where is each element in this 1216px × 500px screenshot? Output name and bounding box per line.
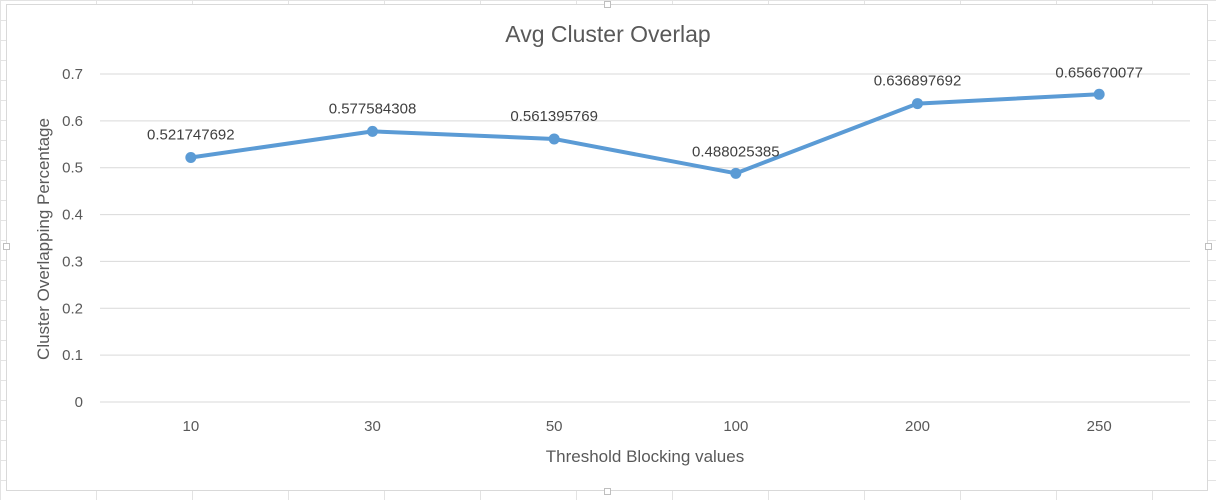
x-axis-title: Threshold Blocking values [546, 447, 744, 466]
data-point-marker [367, 125, 378, 137]
x-tick-label: 100 [723, 418, 748, 435]
gridlines [100, 73, 1190, 403]
x-tick-label: 30 [364, 418, 381, 435]
series-line [188, 92, 1102, 176]
y-tick-label: 0.6 [62, 113, 83, 130]
y-tick-label: 0.1 [62, 347, 83, 364]
data-point-marker [1093, 88, 1105, 100]
resize-handle-top[interactable] [604, 1, 611, 8]
data-point-marker [912, 98, 923, 110]
y-tick-label: 0.7 [62, 66, 83, 83]
resize-handle-right[interactable] [1205, 243, 1212, 250]
y-tick-label: 0.3 [62, 253, 83, 270]
data-point-marker [185, 152, 197, 164]
y-tick-label: 0 [75, 394, 83, 411]
data-point-marker [548, 133, 560, 145]
data-point-marker [730, 167, 742, 179]
data-label: 0.656670077 [1055, 64, 1143, 81]
data-label: 0.488025385 [692, 143, 780, 160]
y-tick-label: 0.5 [62, 160, 83, 177]
x-tick-label: 250 [1087, 418, 1112, 435]
data-labels: 0.521747692 0.577584308 0.561395769 0.48802… [147, 64, 1143, 160]
chart-title: Avg Cluster Overlap [505, 21, 710, 47]
y-tick-label: 0.2 [62, 300, 83, 317]
x-tick-label: 50 [546, 418, 563, 435]
resize-handle-bottom[interactable] [604, 488, 611, 495]
x-tick-label: 10 [182, 418, 199, 435]
y-axis-title: Cluster Overlapping Percentage [34, 118, 53, 360]
data-label: 0.521747692 [147, 127, 235, 144]
data-label: 0.577584308 [329, 100, 417, 117]
y-tick-label: 0.4 [62, 207, 83, 224]
series-layer [185, 88, 1105, 179]
chart-object[interactable] [6, 4, 1208, 491]
resize-handle-left[interactable] [3, 243, 10, 250]
data-label: 0.561395769 [510, 108, 598, 125]
x-axis-ticks: 10 30 50 100 200 250 [182, 418, 1111, 435]
data-label: 0.636897692 [874, 73, 962, 90]
y-axis-ticks: 0 0.1 0.2 0.3 0.4 0.5 0.6 0.7 [62, 66, 83, 411]
x-tick-label: 200 [905, 418, 930, 435]
